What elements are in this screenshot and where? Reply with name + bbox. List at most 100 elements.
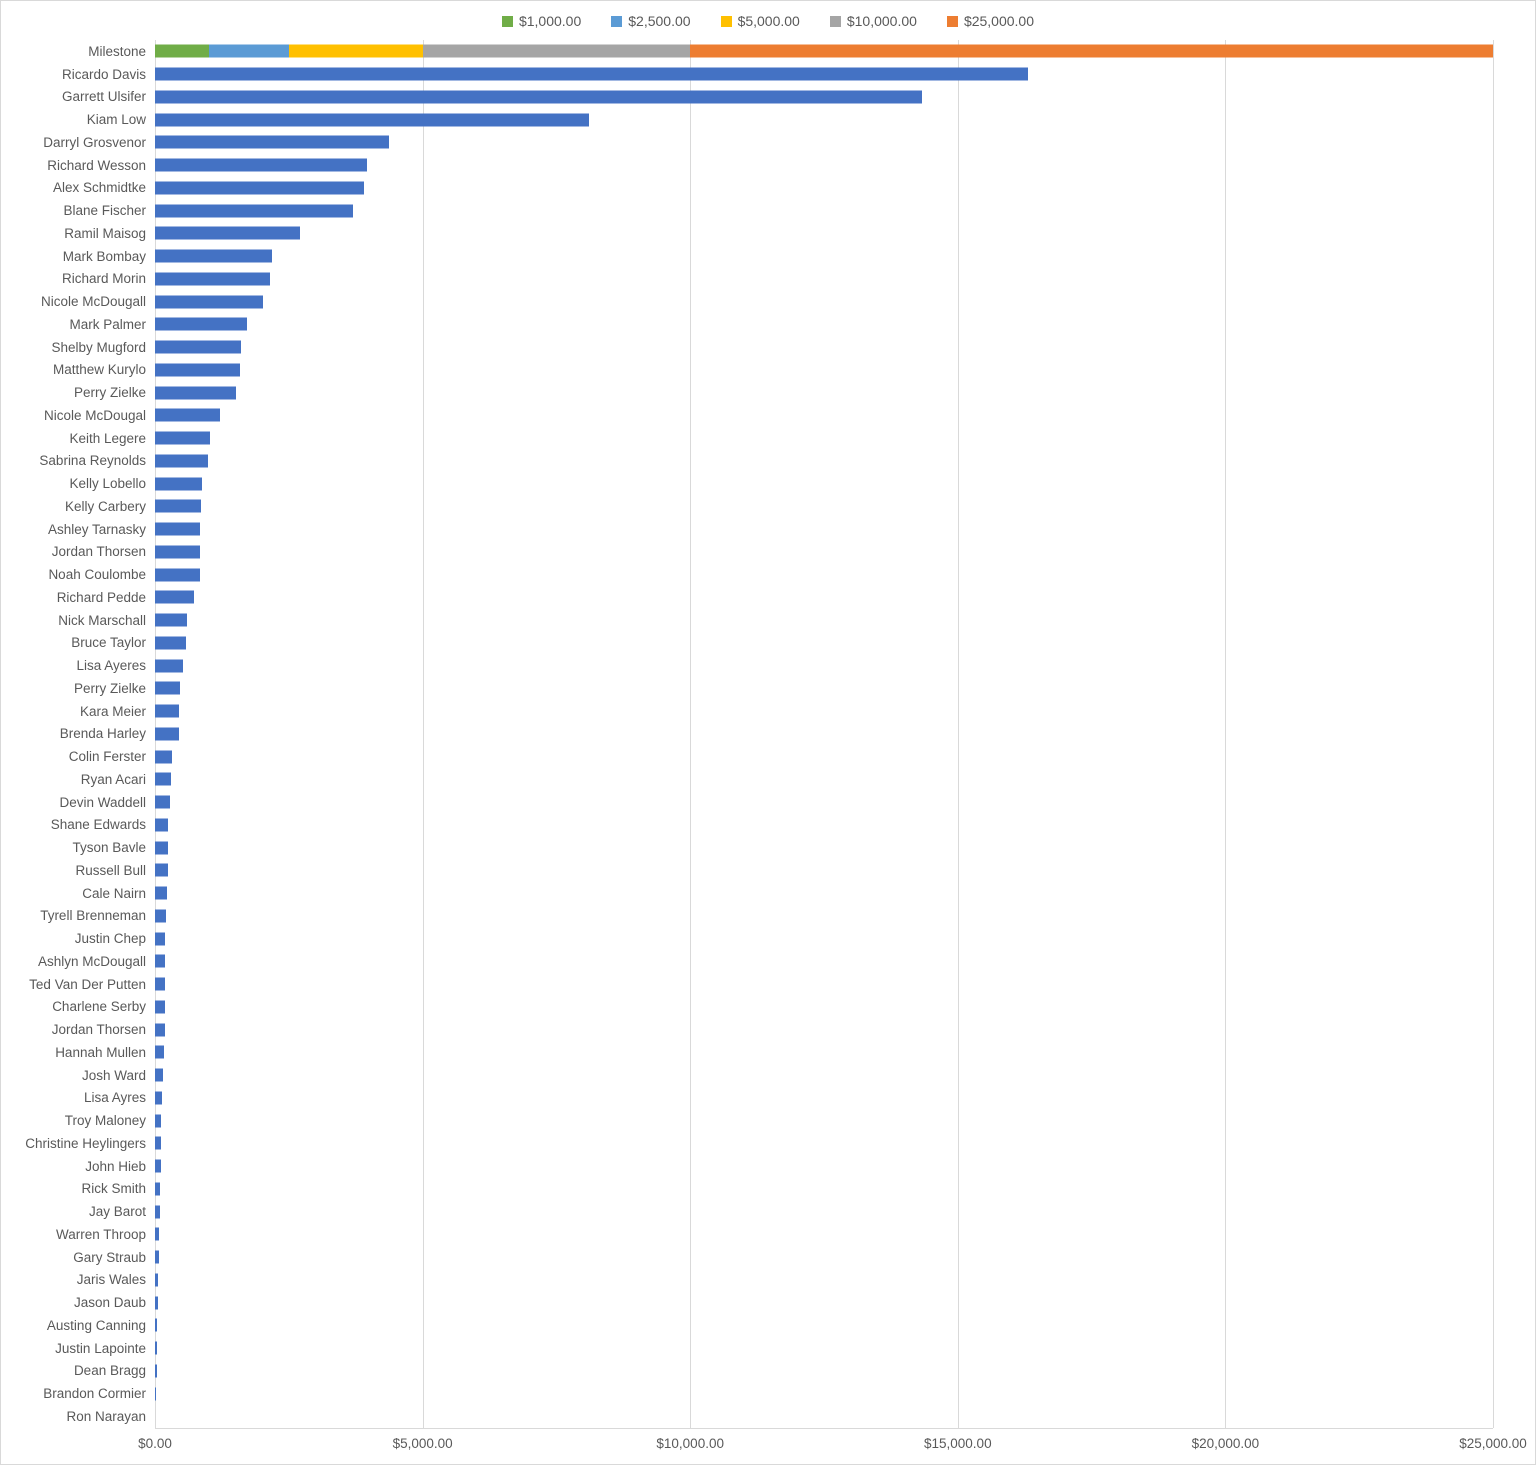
value-bar — [155, 659, 183, 673]
value-bar — [155, 135, 390, 149]
chart-row — [155, 1087, 1493, 1110]
value-bar — [155, 1114, 162, 1128]
chart-row — [155, 313, 1493, 336]
legend-item-5: $25,000.00 — [946, 12, 1035, 30]
x-tick-label: $10,000.00 — [656, 1436, 724, 1451]
milestone-segment — [690, 44, 1493, 58]
category-label: Jay Barot — [88, 1204, 146, 1220]
value-bar — [155, 977, 166, 991]
legend-label: $5,000.00 — [737, 13, 800, 29]
value-bar — [155, 886, 168, 900]
x-tick-label: $20,000.00 — [1191, 1436, 1260, 1451]
value-bar — [155, 1296, 158, 1310]
value-bar — [155, 1273, 159, 1287]
legend-label: $25,000.00 — [963, 13, 1035, 29]
category-label: Blane Fischer — [63, 203, 146, 219]
chart-row — [155, 1178, 1493, 1201]
value-bar — [155, 909, 166, 923]
category-label: John Hieb — [85, 1158, 146, 1174]
chart-row — [155, 1314, 1493, 1337]
value-bar — [155, 1159, 161, 1173]
category-label: Kelly Carbery — [64, 498, 146, 514]
value-bar — [155, 272, 271, 286]
value-bar — [155, 295, 263, 309]
category-label: Ted Van Der Putten — [29, 976, 146, 992]
value-bar — [155, 1227, 159, 1241]
value-bar — [155, 477, 203, 491]
category-label: Ramil Maisog — [64, 225, 146, 241]
category-label: Nick Marschall — [58, 612, 146, 628]
value-bar — [155, 954, 166, 968]
x-axis-line — [155, 1428, 1493, 1429]
category-label: Richard Pedde — [56, 589, 146, 605]
chart-row — [155, 1405, 1493, 1428]
chart-row — [155, 450, 1493, 473]
value-bar — [155, 1136, 161, 1150]
x-axis-tick-labels: $0.00 $5,000.00 $10,000.00 $15,000.00 $20,00… — [138, 1436, 1527, 1456]
chart-row — [155, 222, 1493, 245]
chart-row — [155, 1064, 1493, 1087]
category-label: Alex Schmidtke — [52, 180, 146, 196]
value-bar — [155, 226, 301, 240]
value-bar — [155, 522, 201, 536]
x-tick-label: $25,000.00 — [1459, 1436, 1527, 1451]
category-label: Nicole McDougall — [40, 294, 146, 310]
milestone-segment — [208, 44, 289, 58]
chart-row — [155, 1223, 1493, 1246]
chart-row — [155, 768, 1493, 791]
value-bar — [155, 1023, 165, 1037]
value-bar — [155, 386, 236, 400]
chart-row — [155, 154, 1493, 177]
category-label: Sabrina Reynolds — [39, 453, 146, 469]
plot-area — [155, 40, 1494, 1428]
category-label: Brenda Harley — [59, 726, 146, 742]
category-label: Keith Legere — [69, 430, 146, 446]
category-label: Richard Morin — [61, 271, 146, 287]
chart-row — [155, 973, 1493, 996]
value-bar — [155, 181, 365, 195]
legend-swatch-icon — [720, 15, 732, 27]
chart-row — [155, 290, 1493, 313]
category-label: Mark Bombay — [62, 248, 146, 264]
gridline — [690, 40, 692, 1428]
value-bar — [155, 113, 590, 127]
category-label: Kelly Lobello — [69, 476, 146, 492]
chart-row — [155, 996, 1493, 1019]
category-label: Jordan Thorsen — [51, 544, 146, 560]
chart-row — [155, 814, 1493, 837]
value-bar — [155, 363, 240, 377]
chart-row — [155, 86, 1493, 109]
category-label: Ashley Tarnasky — [47, 521, 146, 537]
x-tick-label: $15,000.00 — [924, 1436, 992, 1451]
value-bar — [155, 1068, 164, 1082]
category-label: Troy Maloney — [64, 1113, 146, 1129]
chart-row — [155, 1041, 1493, 1064]
bar-rows — [155, 40, 1493, 1428]
value-bar — [155, 408, 221, 422]
value-bar — [155, 636, 187, 650]
category-label: Mark Palmer — [69, 316, 146, 332]
value-bar — [155, 818, 169, 832]
chart-row — [155, 745, 1493, 768]
gridline — [957, 40, 959, 1428]
category-label: Noah Coulombe — [48, 567, 146, 583]
chart-row — [155, 859, 1493, 882]
chart-row — [155, 563, 1493, 586]
value-bar — [155, 431, 211, 445]
chart-row — [155, 336, 1493, 359]
x-tick-label: $0.00 — [138, 1436, 172, 1451]
chart-row — [155, 131, 1493, 154]
chart-row — [155, 381, 1493, 404]
value-bar — [155, 590, 195, 604]
category-label: Ashlyn McDougall — [37, 953, 146, 969]
milestone-row — [155, 40, 1493, 63]
gridline — [1225, 40, 1227, 1428]
category-label: Bruce Taylor — [71, 635, 146, 651]
category-label: Ron Narayan — [66, 1408, 146, 1424]
gridline — [422, 40, 424, 1428]
chart-row — [155, 1200, 1493, 1223]
category-label: Milestone — [88, 43, 146, 59]
value-bar — [155, 249, 273, 263]
value-bar — [155, 1000, 166, 1014]
category-label: Kara Meier — [79, 703, 146, 719]
